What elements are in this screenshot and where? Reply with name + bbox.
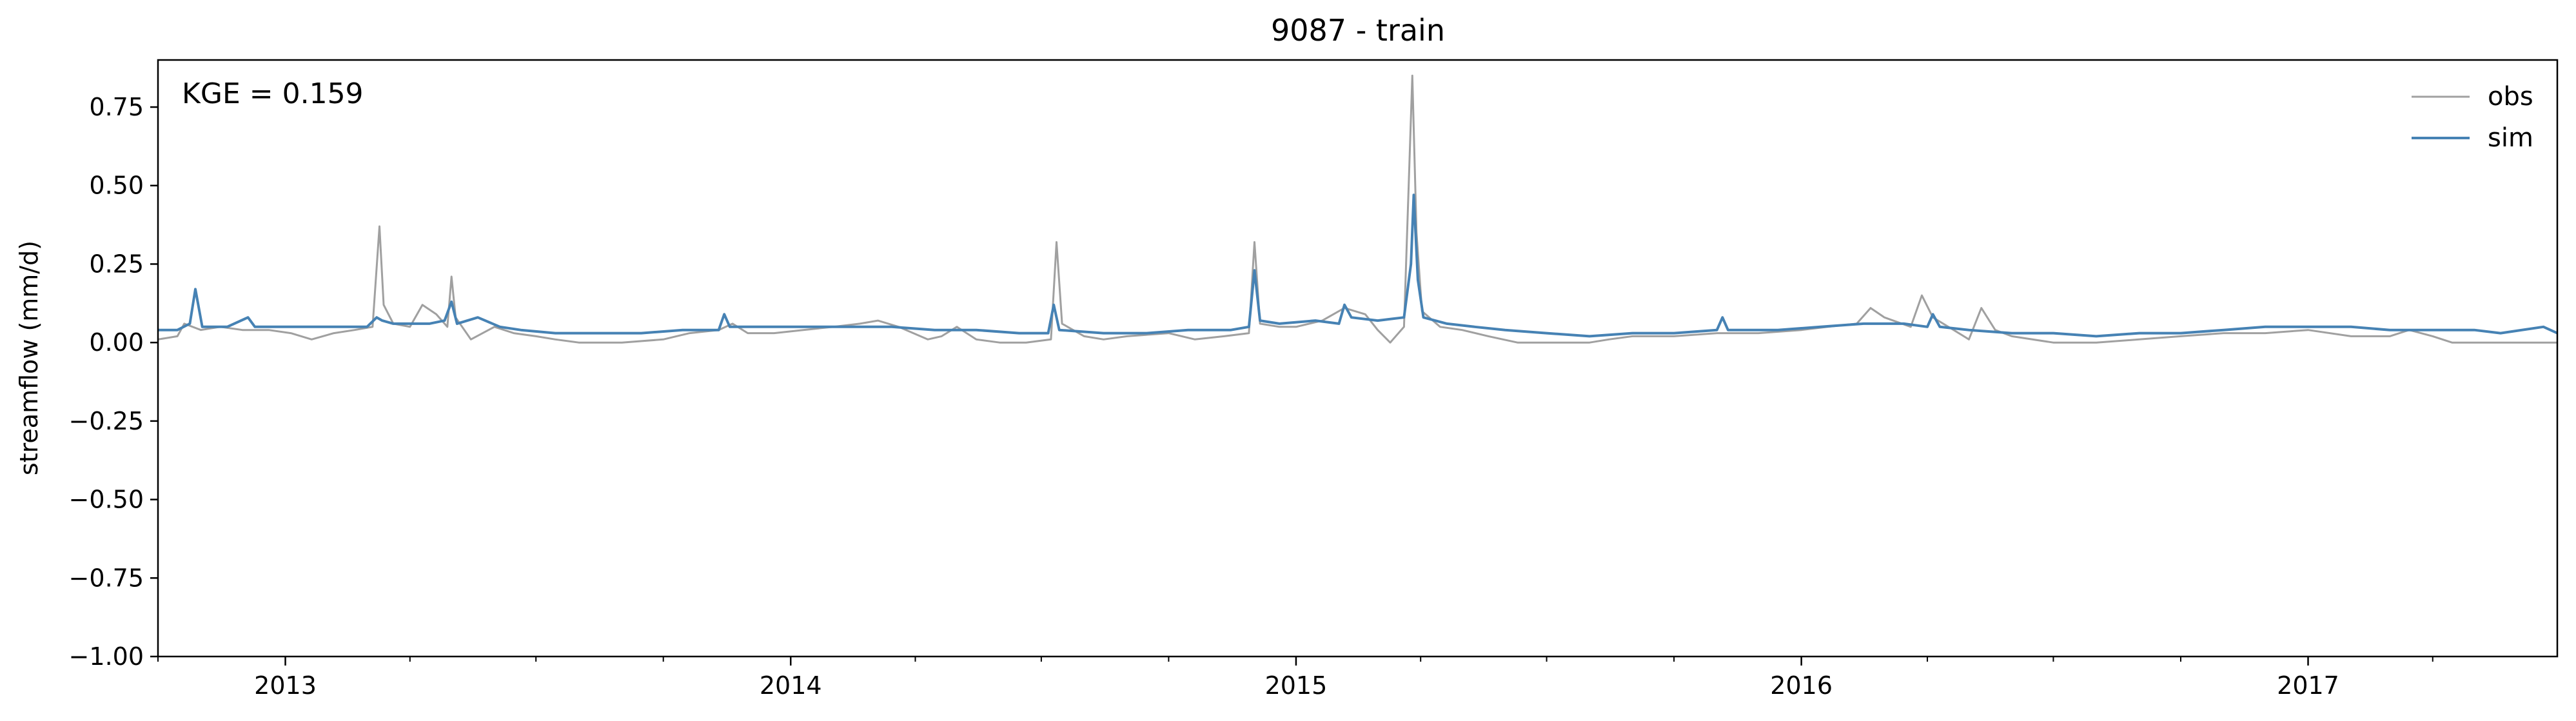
legend-label-obs: obs (2488, 82, 2533, 112)
plot-frame (157, 59, 2559, 658)
y-tick-label: −0.25 (69, 407, 144, 435)
x-tick-label: 2013 (254, 671, 317, 700)
kge-annotation: KGE = 0.159 (182, 77, 364, 110)
axes: −1.00 −0.75 −0.50 −0.25 0.00 0.25 0.50 0.75 2013… (69, 59, 2559, 700)
legend: obs sim (2412, 82, 2533, 153)
y-tick-label: −0.50 (69, 486, 144, 514)
x-tick-label: 2017 (2277, 671, 2339, 700)
y-tick-label: 0.75 (89, 93, 144, 121)
y-tick-label: −1.00 (69, 642, 144, 671)
y-axis-label: streamflow (mm/d) (15, 241, 43, 475)
x-tick-label: 2015 (1265, 671, 1328, 700)
chart-title: 9087 - train (1271, 13, 1445, 48)
y-tick-label: 0.00 (89, 328, 144, 357)
x-tick-label: 2014 (760, 671, 822, 700)
y-tick-label: 0.50 (89, 172, 144, 200)
plot-area (157, 74, 2558, 344)
series-line-sim (158, 193, 2558, 338)
series-line-obs (157, 74, 2557, 344)
legend-label-sim: sim (2488, 123, 2533, 153)
y-tick-label: 0.25 (89, 250, 144, 278)
y-tick-label: −0.75 (69, 564, 144, 592)
x-tick-label: 2016 (1770, 671, 1833, 700)
